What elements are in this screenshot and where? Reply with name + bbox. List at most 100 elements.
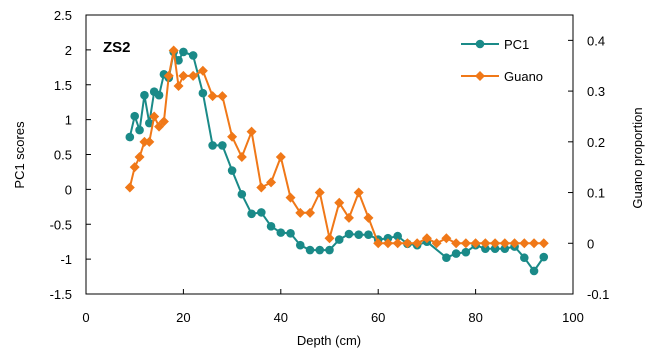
y-tick-label: 2 — [65, 43, 72, 58]
pc1-point — [383, 233, 393, 243]
pc1-point — [198, 88, 208, 98]
guano-legend-marker — [475, 71, 485, 81]
guano-point — [314, 187, 325, 198]
x-tick-label: 80 — [468, 310, 482, 325]
x-axis-title: Depth (cm) — [297, 333, 361, 348]
pc1-point — [451, 249, 461, 258]
pc1-point — [442, 253, 451, 263]
guano-point — [124, 182, 135, 193]
y-tick-label: -1 — [60, 252, 72, 267]
guano-point — [373, 238, 384, 249]
guano-point — [207, 91, 218, 102]
y2-axis-title: Guano proportion — [630, 107, 645, 208]
y-axis-title: PC1 scores — [12, 121, 27, 189]
pc1-point — [286, 229, 295, 238]
guano-point — [392, 238, 403, 249]
pc1-point — [179, 47, 188, 57]
y-tick-label: 0 — [65, 182, 72, 197]
guano-point — [256, 182, 267, 193]
pc1-point — [520, 253, 529, 263]
pc1-point — [315, 245, 325, 255]
legend: PC1 Guano — [461, 37, 543, 84]
y2-tick-label: 0.4 — [587, 33, 605, 48]
guano-point — [129, 162, 140, 173]
guano-point — [197, 65, 208, 76]
pc1-point — [145, 118, 154, 128]
guano-point — [431, 238, 442, 249]
x-tick-label: 40 — [274, 310, 288, 325]
guano-point — [353, 187, 364, 198]
pc1-point — [140, 90, 149, 100]
guano-point — [324, 233, 335, 244]
guano-point — [188, 70, 199, 81]
y2-tick-label: 0.3 — [587, 84, 605, 99]
guano-point — [363, 212, 374, 223]
guano-point — [178, 70, 189, 81]
x-tick-label: 100 — [562, 310, 584, 325]
pc1-point — [500, 244, 510, 253]
y-tick-label: -0.5 — [50, 217, 72, 232]
guano-point — [134, 152, 145, 163]
y2-tick-label: 0.1 — [587, 186, 605, 201]
panel-label: ZS2 — [103, 39, 131, 56]
guano-legend-label: Guano — [504, 69, 543, 84]
pc1-point — [393, 231, 402, 241]
y2-tick-label: -0.1 — [587, 287, 609, 302]
pc1-point — [325, 245, 334, 255]
pc1-legend-label: PC1 — [504, 37, 529, 52]
guano-point — [305, 207, 316, 218]
pc1-point — [266, 222, 276, 231]
guano-point — [451, 238, 462, 249]
guano-point — [285, 192, 296, 203]
pc1-point — [125, 132, 135, 142]
guano-point — [236, 152, 247, 163]
guano-point — [173, 81, 184, 92]
guano-point — [266, 177, 277, 188]
pc1-point — [354, 230, 364, 240]
guano-point — [490, 238, 501, 249]
pc1-point — [305, 245, 315, 255]
guano-point — [227, 131, 238, 142]
pc1-point — [295, 240, 305, 250]
guano-point — [382, 238, 393, 249]
y-tick-label: 1.5 — [54, 78, 72, 93]
guano-point — [158, 116, 169, 127]
pc1-point — [344, 229, 354, 239]
pc1-point — [461, 247, 471, 257]
guano-point — [217, 91, 228, 102]
y2-tick-label: 0.2 — [587, 135, 605, 150]
guano-point — [163, 70, 174, 81]
guano-point — [334, 197, 345, 208]
pc1-point — [188, 51, 198, 60]
pc1-point — [539, 252, 549, 262]
guano-point — [509, 238, 520, 249]
guano-point — [402, 238, 413, 249]
guano-point — [168, 45, 179, 56]
guano-point — [275, 152, 286, 163]
pc1-point — [154, 90, 164, 100]
pc1-point — [334, 235, 344, 244]
pc1-legend-marker — [475, 39, 485, 49]
guano-point — [499, 238, 510, 249]
guano-point — [421, 233, 432, 244]
guano-point — [412, 238, 423, 249]
pc1-point — [237, 189, 247, 199]
pc1-point — [490, 244, 500, 253]
y-tick-label: 1 — [65, 113, 72, 128]
y-tick-label: 2.5 — [54, 8, 72, 23]
guano-point — [343, 212, 354, 223]
x-tick-label: 0 — [82, 310, 89, 325]
guano-point — [470, 238, 481, 249]
pc1-point — [364, 230, 373, 240]
guano-point — [149, 111, 160, 122]
pc1-point — [135, 125, 144, 135]
guano-point — [538, 238, 549, 249]
y2-tick-label: 0 — [587, 236, 594, 251]
guano-point — [480, 238, 491, 249]
pc1-point — [481, 244, 490, 253]
guano-point — [460, 238, 471, 249]
guano-point — [144, 136, 155, 147]
y-tick-label: 0.5 — [54, 148, 72, 163]
guano-point — [295, 207, 306, 218]
